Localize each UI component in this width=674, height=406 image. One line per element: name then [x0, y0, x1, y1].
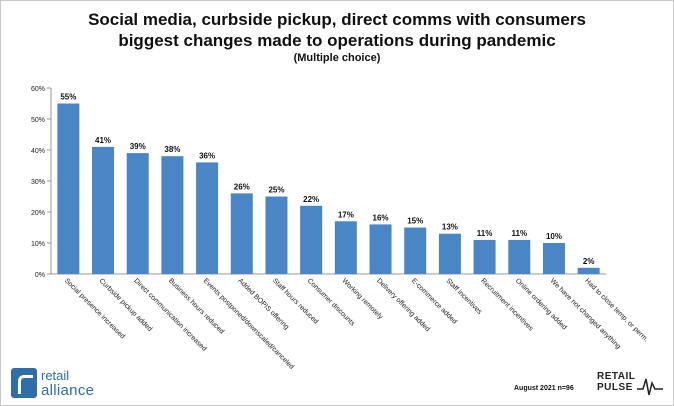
x-category-label: Staff incentives [444, 277, 483, 316]
bar [404, 227, 427, 274]
bar [196, 162, 219, 274]
y-tick-label: 0% [35, 272, 45, 279]
bar [230, 193, 253, 274]
bar-value-label: 38% [164, 145, 180, 154]
pulse-wave-icon [637, 378, 663, 396]
x-category-label: Had to close temp. or perm. [583, 277, 649, 343]
bar-value-label: 16% [373, 213, 389, 222]
y-tick-label: 10% [31, 241, 45, 248]
survey-date-note: August 2021 n=96 [514, 385, 574, 392]
retail-pulse-logo-word-1: RETAIL [597, 371, 636, 382]
bar [161, 156, 184, 274]
y-tick-label: 40% [31, 148, 45, 155]
y-tick-label: 30% [31, 179, 45, 186]
retail-pulse-logo-word-2: PULSE [597, 382, 633, 393]
bar [369, 224, 392, 274]
bar-value-label: 26% [234, 182, 250, 191]
x-category-label: Social presence increased [63, 277, 126, 340]
chart-title: Social media, curbside pickup, direct co… [1, 9, 673, 51]
bar-value-label: 11% [477, 229, 493, 238]
bar [438, 233, 461, 274]
bar-value-label: 41% [95, 136, 111, 145]
y-tick-label: 20% [31, 210, 45, 217]
bar-value-label: 2% [583, 257, 595, 266]
retail-alliance-logo-word-1: retail [41, 368, 70, 383]
x-category-label: We have not changed anything [549, 277, 622, 350]
retail-alliance-logo-icon [11, 368, 37, 398]
bar-value-label: 55% [60, 93, 76, 102]
y-tick-label: 60% [31, 86, 45, 93]
bar [126, 153, 149, 274]
bar [265, 196, 288, 274]
retail-alliance-logo-word-2: alliance [41, 382, 95, 399]
bar-value-label: 11% [511, 229, 527, 238]
chart-subtitle: (Multiple choice) [293, 52, 381, 64]
chart-title-line-1: Social media, curbside pickup, direct co… [88, 10, 586, 29]
x-category-label: Direct communication increased [132, 277, 207, 352]
chart-title-line-2: biggest changes made to operations durin… [118, 31, 556, 50]
y-tick-label: 50% [31, 117, 45, 124]
bar [508, 239, 531, 274]
bar [473, 239, 496, 274]
bar-value-label: 15% [407, 217, 423, 226]
bar-value-label: 22% [303, 195, 319, 204]
bar-value-label: 39% [130, 142, 146, 151]
bar-value-label: 25% [268, 186, 284, 195]
bar [92, 146, 115, 274]
retail-alliance-logo: retail alliance [11, 366, 151, 402]
bar [542, 243, 565, 274]
bar-value-label: 10% [546, 232, 562, 241]
bar [577, 267, 600, 274]
bar [57, 103, 80, 274]
retail-pulse-logo: RETAIL PULSE [595, 371, 665, 403]
bar-value-label: 36% [199, 151, 215, 160]
bar-value-label: 13% [442, 223, 458, 232]
bar [300, 205, 323, 274]
bar-value-label: 17% [338, 210, 354, 219]
bar [334, 221, 357, 274]
